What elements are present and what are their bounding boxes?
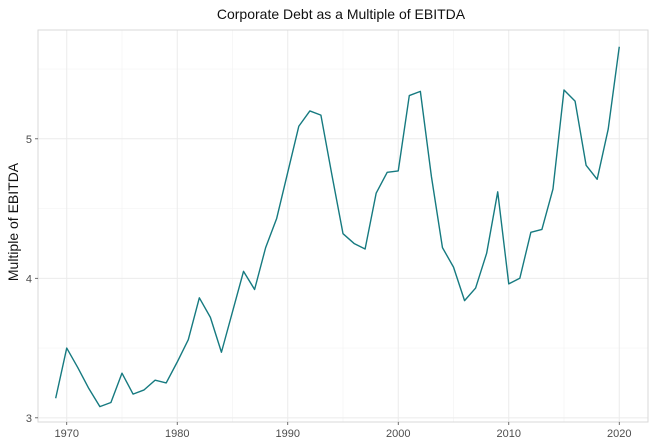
minor-gridlines xyxy=(38,30,648,422)
x-tick-label: 1980 xyxy=(165,428,189,440)
axis-ticks xyxy=(35,138,620,425)
y-tick-label: 3 xyxy=(26,413,32,425)
plot-panel xyxy=(37,29,649,423)
y-axis-label: Multiple of EBITDA xyxy=(5,162,21,281)
major-gridlines xyxy=(38,30,648,422)
x-tick-label: 1990 xyxy=(276,428,300,440)
y-tick-label: 5 xyxy=(26,134,32,146)
x-tick-label: 2010 xyxy=(497,428,521,440)
x-tick-label: 2020 xyxy=(607,428,631,440)
chart-title: Corporate Debt as a Multiple of EBITDA xyxy=(217,6,466,22)
tick-labels: 1970 1980 1990 2000 2010 2020 3 4 5 xyxy=(26,134,632,440)
x-tick-label: 2000 xyxy=(386,428,410,440)
y-tick-label: 4 xyxy=(26,273,32,285)
x-tick-label: 1970 xyxy=(54,428,78,440)
series-line xyxy=(54,46,620,408)
